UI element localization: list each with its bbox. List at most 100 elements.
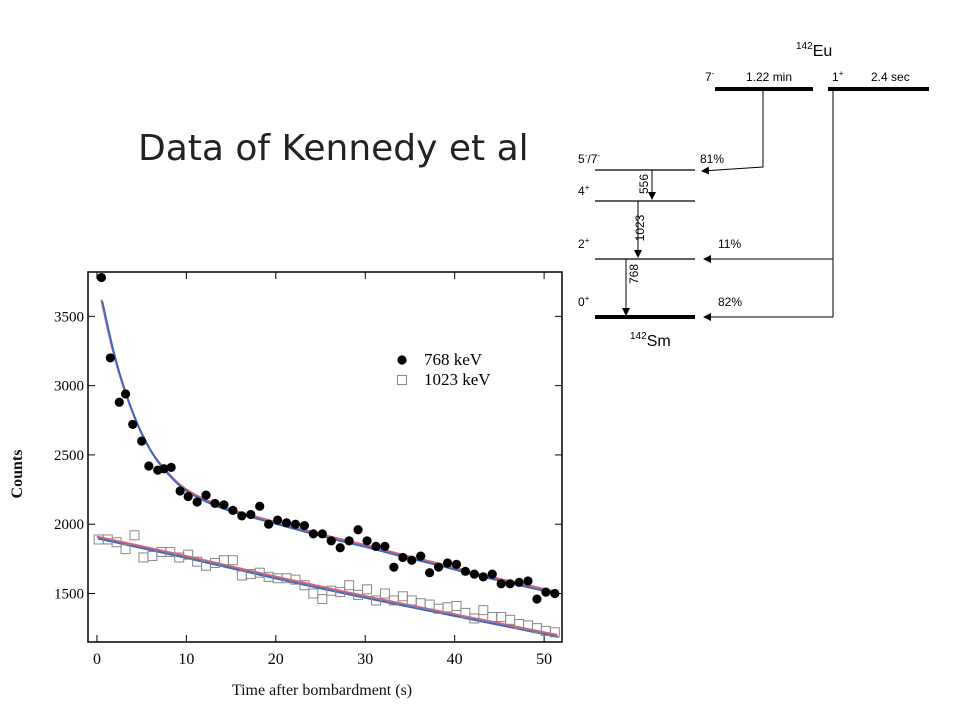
data-point-768	[353, 525, 363, 535]
branch-81: 81%	[700, 152, 724, 166]
data-point-768	[398, 552, 408, 563]
y-tick-label: 2500	[54, 448, 84, 464]
daughter-nucleus-label: 142Sm	[630, 331, 671, 350]
x-tick-label: 50	[536, 651, 552, 668]
x-tick-label: 40	[447, 651, 463, 668]
data-point-768	[255, 501, 265, 511]
gamma-1023-label: 1023	[633, 214, 647, 241]
data-point-768	[201, 490, 211, 500]
data-point-1023	[353, 589, 364, 600]
data-point-768	[523, 576, 533, 586]
parent-state-2-spin: 1+	[832, 69, 844, 84]
data-point-1023	[496, 612, 507, 623]
data-point-1023	[299, 580, 310, 591]
data-point-1023	[379, 588, 390, 599]
data-point-768	[532, 594, 542, 604]
beta-feed-7minus	[701, 91, 764, 175]
data-point-1023	[317, 594, 328, 605]
data-point-768	[407, 555, 417, 565]
data-point-1023	[147, 551, 158, 562]
data-point-768	[550, 588, 560, 599]
branch-82: 82%	[718, 295, 742, 309]
data-point-768	[96, 272, 107, 283]
data-point-1023	[335, 587, 346, 598]
data-point-768	[219, 500, 229, 510]
x-tick-label: 30	[357, 651, 373, 668]
data-point-768	[371, 541, 381, 551]
daughter-mass-number: 142	[630, 331, 647, 342]
x-tick-label: 20	[268, 651, 284, 668]
data-point-1023	[362, 584, 373, 595]
ticks: 0 10 20 30 40 50 1500 2000 2500 3000 3500	[54, 272, 562, 668]
level-label-4plus: 4+	[578, 183, 590, 198]
data-point-768	[416, 551, 426, 561]
data-point-1023	[227, 555, 238, 566]
data-point-1023	[469, 613, 480, 624]
parent-state-2-halflife: 2.4 sec	[871, 70, 910, 84]
data-point-1023	[111, 537, 122, 548]
data-point-1023	[344, 580, 355, 591]
level-scheme: 142Eu 7- 1.22 min 1+ 2.4 sec 5-/7- 4+ 2+…	[578, 41, 929, 350]
data-point-1023	[505, 614, 516, 625]
fit-curve-blue	[97, 537, 559, 638]
data-point-1023	[406, 595, 417, 606]
data-point-768	[505, 579, 515, 589]
y-tick-label: 2000	[54, 517, 84, 533]
plot-frame	[87, 271, 563, 643]
y-tick-label: 3000	[54, 379, 84, 395]
data-point-1023	[460, 607, 471, 618]
x-axis-label: Time after bombardment (s)	[232, 682, 412, 699]
data-point-1023	[308, 588, 319, 599]
data-point-768	[105, 353, 115, 363]
data-point-1023	[370, 595, 381, 606]
y-tick-label: 3500	[54, 309, 84, 325]
data-point-768	[120, 389, 131, 399]
legend-entry: 768 keV	[424, 350, 483, 369]
data-point-1023	[138, 552, 149, 563]
level-label-2plus: 2+	[578, 236, 590, 251]
data-point-1023	[451, 600, 462, 611]
data-point-768	[128, 419, 138, 430]
fit-curve-blue	[101, 301, 559, 595]
y-axis-label: Counts	[9, 450, 26, 499]
data-point-1023	[120, 544, 131, 555]
data-point-768	[228, 505, 238, 515]
data-point-768	[264, 519, 274, 529]
data-point-768	[389, 562, 399, 572]
data-point-768	[166, 462, 176, 472]
data-point-768	[380, 541, 390, 551]
data-point-768	[237, 511, 247, 521]
data-point-1023	[183, 549, 194, 560]
data-point-768	[496, 579, 506, 589]
legend-marker-768	[397, 355, 407, 365]
axes	[87, 271, 563, 643]
fit-curve-red	[100, 299, 558, 594]
data-point-768	[137, 436, 147, 446]
data-point-768	[433, 562, 444, 572]
data-point-768	[210, 498, 220, 509]
data-point-768	[425, 568, 435, 578]
data-point-768	[273, 515, 283, 525]
data-point-1023	[442, 602, 453, 613]
data-point-768	[487, 569, 497, 579]
data-point-768	[362, 536, 372, 546]
data-point-768	[326, 536, 336, 546]
decay-counts-chart: 0 10 20 30 40 50 1500 2000 2500 3000 3500 768 keV1…	[9, 271, 563, 699]
data-point-768	[114, 397, 124, 407]
daughter-symbol: Sm	[647, 333, 671, 350]
data-point-768	[308, 529, 318, 539]
branch-11: 11%	[718, 237, 741, 251]
legend-entry: 1023 keV	[424, 370, 491, 389]
data-point-768	[344, 536, 354, 546]
x-tick-label: 0	[93, 651, 101, 668]
data-point-768	[281, 518, 292, 528]
data-point-768	[299, 520, 310, 531]
gamma-768-label: 768	[627, 264, 641, 284]
data-point-768	[451, 559, 462, 569]
y-tick-label: 1500	[54, 586, 84, 602]
data-point-768	[514, 577, 524, 588]
data-point-768	[192, 497, 202, 507]
data-point-768	[144, 461, 154, 471]
parent-state-1-halflife: 1.22 min	[746, 70, 792, 84]
data-point-768	[478, 572, 488, 582]
